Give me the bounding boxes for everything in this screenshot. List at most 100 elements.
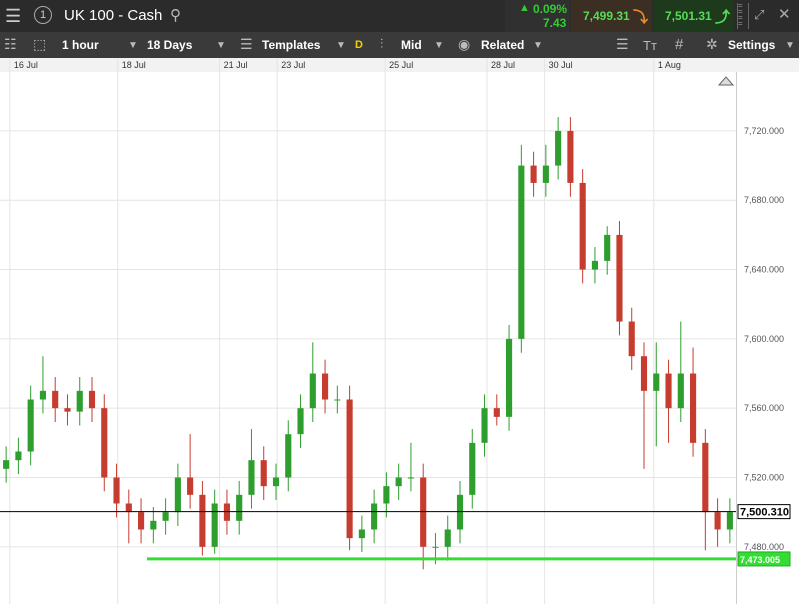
notes-icon[interactable]: ☰ bbox=[616, 36, 629, 52]
candle-body bbox=[616, 234, 623, 322]
candle-body bbox=[653, 373, 660, 391]
candle-body bbox=[395, 477, 402, 487]
grid-tool[interactable]: # bbox=[675, 36, 684, 53]
candle-body bbox=[211, 503, 218, 547]
templates-button[interactable]: Templates bbox=[262, 38, 321, 52]
candle-body bbox=[493, 408, 500, 417]
change-pts: 7.43 bbox=[543, 16, 567, 30]
candle-body bbox=[469, 442, 476, 495]
expand-icon[interactable]: ⤢ bbox=[754, 7, 765, 22]
related-select[interactable]: Related bbox=[481, 38, 525, 52]
settings-icon[interactable]: ✲ bbox=[706, 36, 718, 52]
price-select[interactable]: Mid bbox=[401, 38, 422, 52]
dropdown-arrow[interactable]: ▼ bbox=[216, 40, 226, 51]
candle-body bbox=[432, 546, 439, 548]
candle-icon[interactable]: ⫶ bbox=[380, 36, 384, 51]
templates-icon[interactable]: ☰ bbox=[240, 36, 253, 52]
sell-box[interactable]: 7,499.31 ⤵ bbox=[571, 0, 652, 32]
close-icon[interactable]: ✕ bbox=[778, 6, 791, 23]
up-trend-arrow: ⤴ bbox=[715, 9, 731, 26]
d-button[interactable]: D bbox=[355, 39, 363, 51]
candle-body bbox=[567, 130, 574, 183]
candle-body bbox=[101, 408, 108, 478]
price-label-box bbox=[737, 504, 791, 520]
dropdown-arrow[interactable]: ▼ bbox=[336, 40, 346, 51]
dropdown-arrow[interactable]: ▼ bbox=[434, 40, 444, 51]
candle-body bbox=[322, 373, 329, 400]
candle-body bbox=[174, 477, 181, 513]
drag-handle[interactable]: = = = = bbox=[737, 2, 749, 29]
candle-body bbox=[383, 486, 390, 504]
x-tick-label: 18 Jul bbox=[122, 60, 146, 70]
candle-body bbox=[15, 451, 22, 461]
y-tick-label: 7,720.000 bbox=[744, 126, 784, 136]
candle-body bbox=[506, 338, 513, 417]
settings-button[interactable]: Settings bbox=[728, 38, 776, 52]
price-label: 7,473.005 bbox=[740, 555, 780, 565]
candle-body bbox=[125, 503, 132, 513]
list-icon[interactable]: ☷ bbox=[4, 36, 17, 52]
candle-body bbox=[76, 390, 83, 412]
y-tick-label: 7,480.000 bbox=[744, 542, 784, 552]
dropdown-arrow[interactable]: ▼ bbox=[785, 40, 795, 51]
candle-body bbox=[358, 529, 365, 539]
candle-body bbox=[162, 512, 169, 521]
instrument-title: UK 100 - Cash bbox=[64, 7, 163, 24]
candle-body bbox=[223, 503, 230, 521]
toolbar: ☷ ⬚ 1 hour ▼ 18 Days ▼ ☰ Templates ▼ D ⫶… bbox=[0, 32, 799, 58]
candle-body bbox=[199, 494, 206, 547]
y-tick-label: 7,640.000 bbox=[744, 265, 784, 275]
candle-body bbox=[702, 442, 709, 513]
price-label: 7,500.310 bbox=[740, 507, 789, 519]
date-axis-strip bbox=[0, 58, 799, 72]
down-arrow: ⤵ bbox=[633, 9, 649, 26]
interval-select[interactable]: 1 hour bbox=[62, 38, 99, 52]
change-pct: 0.09% bbox=[533, 2, 568, 16]
search-icon[interactable]: ⚲ bbox=[170, 7, 181, 24]
menu-icon[interactable]: ☰ bbox=[5, 6, 22, 26]
y-tick-label: 7,680.000 bbox=[744, 195, 784, 205]
x-tick-label: 1 Aug bbox=[658, 60, 681, 70]
layout-icon[interactable]: ⬚ bbox=[33, 36, 47, 52]
x-tick-label: 30 Jul bbox=[549, 60, 573, 70]
candle-body bbox=[579, 182, 586, 270]
candle-body bbox=[690, 373, 697, 443]
x-tick-label: 21 Jul bbox=[224, 60, 248, 70]
candle-body bbox=[138, 512, 145, 530]
candle-body bbox=[309, 373, 316, 409]
up-arrow: ▲ bbox=[519, 2, 530, 14]
candle-body bbox=[677, 373, 684, 409]
candle-body bbox=[113, 477, 120, 504]
candle-body bbox=[272, 477, 280, 487]
candle-body bbox=[591, 260, 598, 270]
text-tool[interactable]: Tт bbox=[643, 38, 657, 53]
top-bar: ☰ 1 UK 100 - Cash ⚲ ▲ 0.09% 7.43 7,499.3… bbox=[0, 0, 799, 32]
x-tick-label: 23 Jul bbox=[281, 60, 305, 70]
account-badge[interactable]: 1 bbox=[34, 6, 52, 24]
candle-body bbox=[64, 408, 71, 412]
candle-body bbox=[297, 408, 304, 435]
dropdown-arrow[interactable]: ▼ bbox=[533, 40, 543, 51]
scroll-icon[interactable] bbox=[717, 76, 735, 86]
y-tick-label: 7,560.000 bbox=[744, 403, 784, 413]
sell-price: 7,499.31 bbox=[583, 9, 630, 23]
dropdown-arrow[interactable]: ▼ bbox=[128, 40, 138, 51]
buy-price: 7,501.31 bbox=[665, 9, 712, 23]
candle-body bbox=[640, 356, 648, 391]
candle-body bbox=[665, 373, 672, 409]
candle-body bbox=[481, 408, 488, 443]
candle-body bbox=[236, 494, 243, 521]
change-box: ▲ 0.09% 7.43 bbox=[505, 0, 570, 32]
candle-body bbox=[346, 399, 353, 539]
candle-body bbox=[248, 460, 255, 495]
x-tick-label: 28 Jul bbox=[491, 60, 515, 70]
eye-icon[interactable]: ◉ bbox=[458, 36, 471, 52]
candle-body bbox=[444, 529, 451, 547]
candle-body bbox=[604, 234, 611, 261]
candle-body bbox=[407, 477, 414, 479]
candle-body bbox=[420, 477, 427, 547]
candle-body bbox=[27, 399, 34, 452]
range-select[interactable]: 18 Days bbox=[147, 38, 193, 52]
buy-box[interactable]: 7,501.31 ⤴ bbox=[654, 0, 733, 32]
candle-body bbox=[334, 399, 341, 401]
